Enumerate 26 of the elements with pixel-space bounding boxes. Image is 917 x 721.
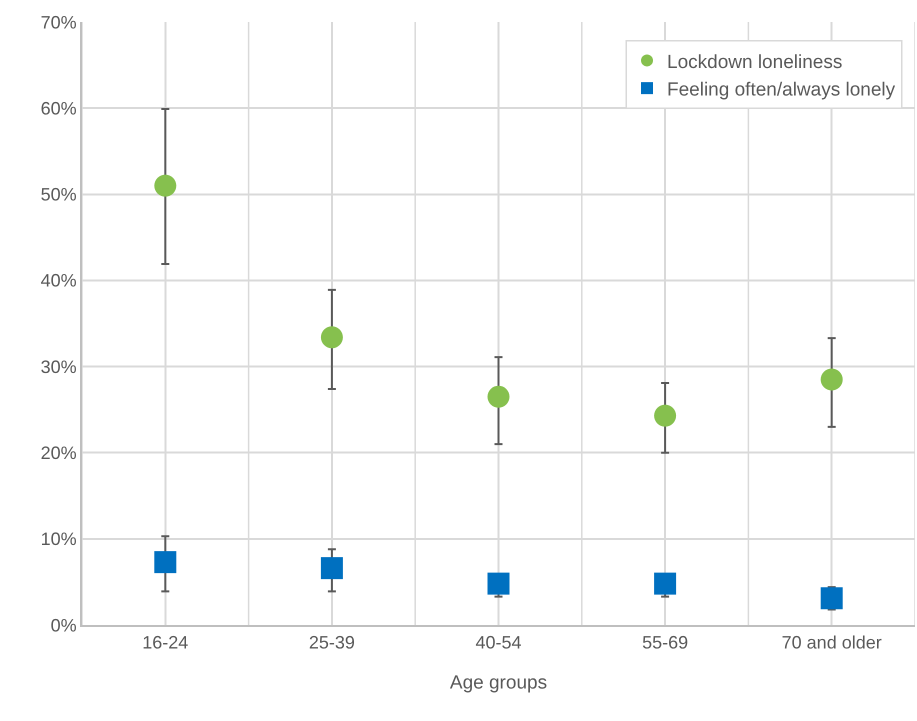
y-tick-label: 20% [40,443,77,464]
point [820,368,843,390]
x-tick-label: 25-39 [308,632,355,652]
y-tick-label: 30% [40,356,77,377]
x-tick-label: 55-69 [642,632,688,652]
x-tick-label: 16-24 [142,632,188,652]
x-axis-title: Age groups [450,672,548,694]
point [654,404,676,427]
y-tick-label: 10% [40,529,77,550]
point [654,572,676,595]
x-tick-label: 40-54 [475,632,522,652]
point [154,174,176,197]
y-tick-label: 40% [40,270,77,291]
point [488,572,510,595]
point [488,386,510,408]
legend-label: Lockdown loneliness [667,52,842,73]
point [320,326,343,348]
point [154,551,176,574]
y-tick-label: 60% [40,98,77,118]
legend-label: Feeling often/always lonely [667,80,896,101]
y-tick-label: 50% [40,184,77,205]
y-tick-label: 0% [50,615,77,636]
point [820,587,843,610]
point [320,557,343,580]
x-tick-label: 70 and older [782,632,882,652]
y-tick-label: 70% [40,12,77,32]
